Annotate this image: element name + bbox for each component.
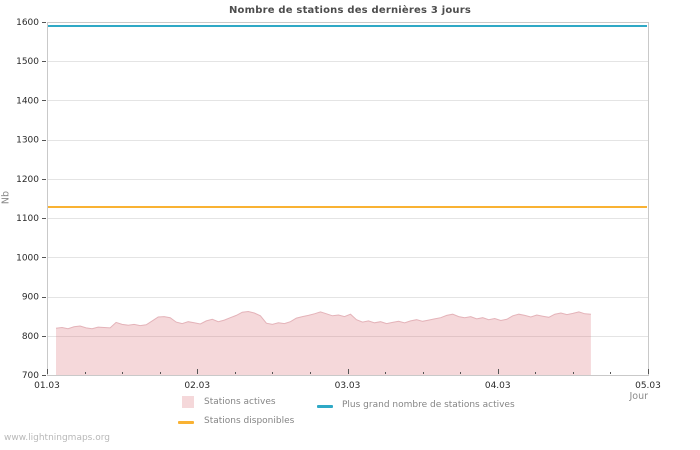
y-tick-label-1100: 1100	[16, 214, 39, 224]
plot-border	[47, 22, 649, 376]
legend-label-stations-disponibles: Stations disponibles	[204, 416, 295, 426]
y-tick-label-900: 900	[22, 293, 39, 303]
legend-label-plus-grand: Plus grand nombre de stations actives	[342, 400, 515, 410]
legend-label-stations-actives: Stations actives	[204, 397, 276, 407]
y-tick-label-1500: 1500	[16, 57, 39, 67]
legend-swatch-stations-disponibles	[178, 420, 194, 424]
legend-swatch-plus-grand	[317, 404, 333, 408]
chart-title: Nombre de stations des dernières 3 jours	[228, 5, 471, 16]
series-area-stations-actives	[56, 311, 591, 375]
y-tick-label-700: 700	[22, 371, 39, 381]
legend-item-plus-grand: Plus grand nombre de stations actives	[317, 400, 515, 411]
y-tick-label-1000: 1000	[16, 253, 39, 263]
x-tick-label-04.03: 04.03	[485, 381, 511, 391]
y-tick-label-1400: 1400	[16, 96, 39, 106]
y-axis-title: Nb	[0, 190, 12, 205]
x-tick-label-05.03: 05.03	[635, 381, 661, 391]
y-tick-label-1300: 1300	[16, 136, 39, 146]
y-tick-label-800: 800	[22, 332, 39, 342]
legend-swatch-stations-actives	[182, 396, 194, 408]
x-tick-label-01.03: 01.03	[34, 381, 60, 391]
x-axis-title: Jour	[629, 391, 648, 402]
legend-item-stations-disponibles: Stations disponibles	[178, 416, 295, 427]
x-tick-label-03.03: 03.03	[335, 381, 361, 391]
x-tick-label-02.03: 02.03	[184, 381, 210, 391]
series-area-edge-stations-actives	[55, 310, 591, 330]
watermark: www.lightningmaps.org	[4, 433, 110, 443]
legend-item-stations-actives: Stations actives	[182, 396, 276, 408]
y-tick-label-1200: 1200	[16, 175, 39, 185]
y-tick-label-1600: 1600	[16, 18, 39, 28]
